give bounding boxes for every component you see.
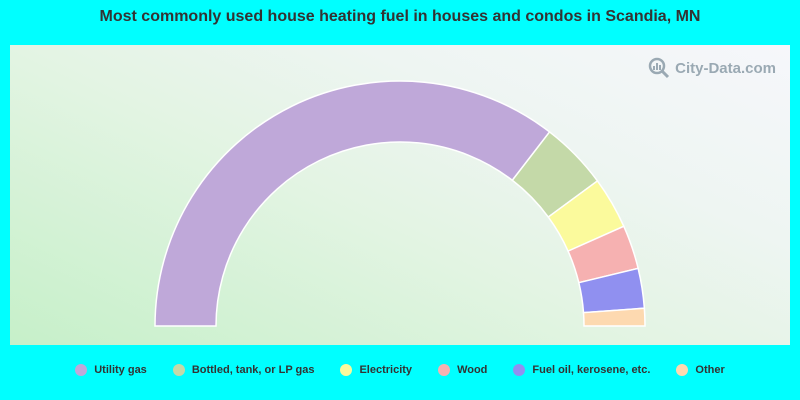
- legend-item[interactable]: Fuel oil, kerosene, etc.: [513, 364, 650, 376]
- legend-swatch: [676, 364, 689, 376]
- plot-area: City-Data.com: [10, 45, 790, 345]
- legend: Utility gas Bottled, tank, or LP gas Elect…: [0, 364, 800, 376]
- legend-item[interactable]: Wood: [438, 364, 487, 376]
- legend-label: Fuel oil, kerosene, etc.: [532, 364, 651, 376]
- watermark-text: City-Data.com: [675, 59, 776, 77]
- slice-utility-gas[interactable]: [154, 80, 551, 327]
- legend-label: Utility gas: [94, 364, 147, 376]
- legend-item[interactable]: Electricity: [340, 364, 412, 376]
- chart-title: Most commonly used house heating fuel in…: [99, 8, 701, 25]
- legend-item[interactable]: Bottled, tank, or LP gas: [172, 364, 315, 376]
- legend-swatch: [75, 364, 88, 376]
- watermark: City-Data.com: [648, 57, 776, 79]
- legend-label: Wood: [457, 364, 488, 376]
- half-donut-chart: [154, 80, 646, 327]
- legend-swatch: [340, 364, 353, 376]
- legend-swatch: [438, 364, 451, 376]
- legend-label: Other: [695, 364, 725, 376]
- legend-swatch: [172, 364, 185, 376]
- magnifier-icon: [648, 57, 670, 79]
- legend-item[interactable]: Other: [676, 364, 725, 376]
- legend-swatch: [513, 364, 526, 376]
- legend-label: Bottled, tank, or LP gas: [191, 364, 315, 376]
- slice-other[interactable]: [582, 307, 646, 327]
- legend-item[interactable]: Utility gas: [75, 364, 147, 376]
- legend-label: Electricity: [359, 364, 413, 376]
